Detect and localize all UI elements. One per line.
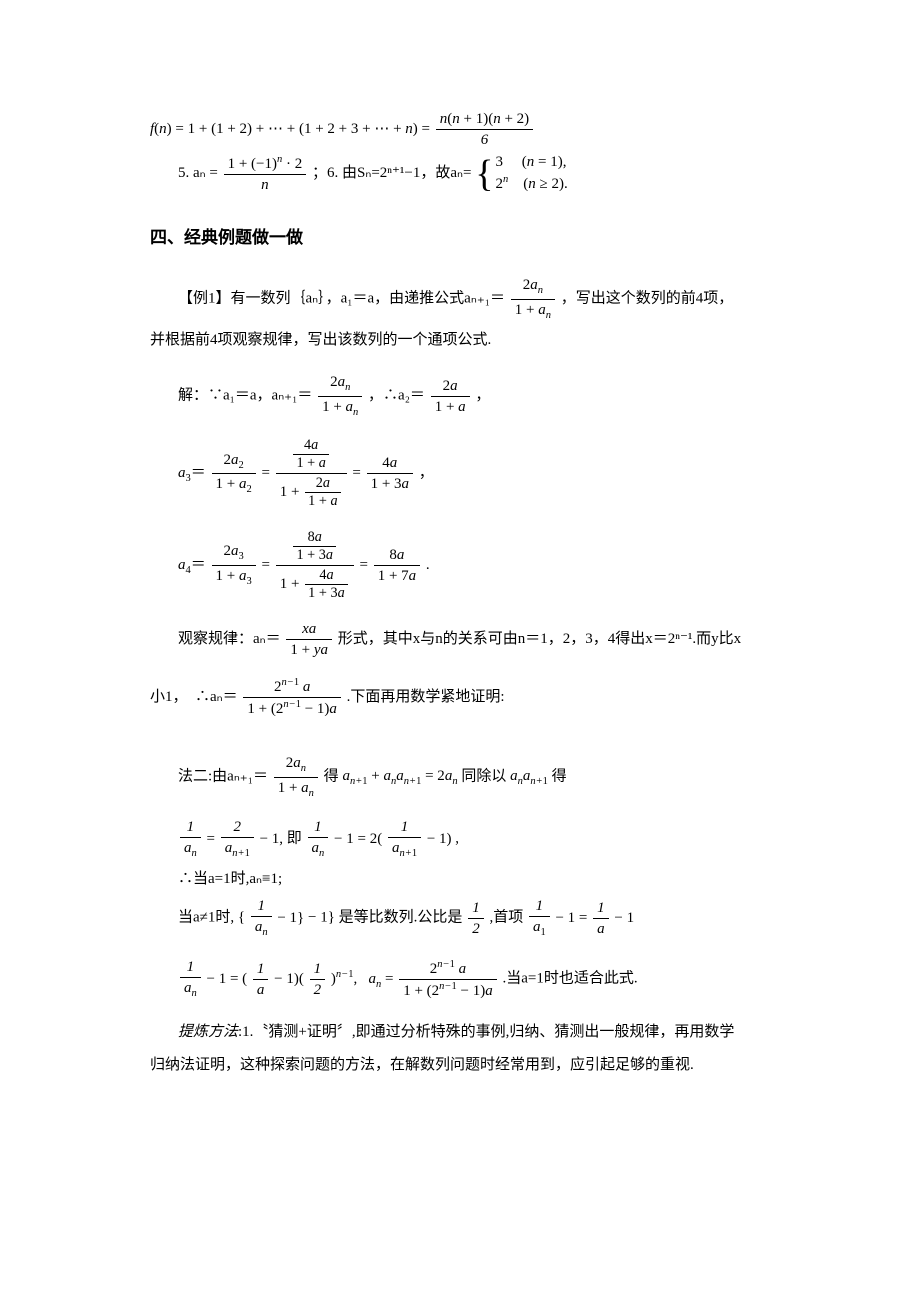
label-6: ；6. 由Sₙ=2ⁿ⁺¹−1，故aₙ= (312, 165, 471, 181)
ex1-intro-line1: 【例1】有一数列｛aₙ｝，a₁＝a，由递推公式aₙ₊₁＝ 2an 1 + an … (150, 276, 770, 322)
m2-p4-a: 当a≠1时, { (178, 910, 249, 926)
ex1-intro-line2: 并根据前4项观察规律，写出该数列的一个通项公式. (150, 326, 770, 355)
obs-a: 观察规律：aₙ＝ (178, 631, 281, 647)
m2-p4-c: ,首项 (489, 910, 527, 926)
eq-item5-6: 5. aₙ = 1 + (−1)n · 2 n ；6. 由Sₙ=2ⁿ⁺¹−1，故… (150, 153, 770, 194)
sol-p1-c: ， (475, 388, 490, 404)
sol-p3-end: . (426, 557, 430, 573)
page: f(n) = 1 + (1 + 2) + ⋯ + (1 + 2 + 3 + ⋯ … (0, 0, 920, 1302)
ex1-intro-b: ，写出这个数列的前4项， (561, 291, 734, 307)
obs-line2: 小1， ∴aₙ＝ 2n−1 a 1 + (2n−1 − 1)a .下面再用数学紧… (150, 677, 770, 718)
m2-line4: 当a≠1时, { 1an − 1} − 1} 是等比数列.公比是 12 ,首项 … (150, 897, 770, 940)
obs-b: 形式，其中x与n的关系可由n＝1，2，3，4得出x＝2ⁿ⁻¹.而y比x (338, 631, 741, 647)
label-5: 5. aₙ = (178, 165, 218, 181)
method-label: 提炼方法 (178, 1024, 238, 1040)
sol-line1: 解：∵a₁＝a，aₙ₊₁＝ 2an 1 + an ，∴a₂＝ 2a 1 + a … (150, 373, 770, 419)
sol-p1-b: ，∴a₂＝ (368, 388, 425, 404)
m2-line2: 1an = 2an+1 − 1, 即 1an − 1 = 2( 1an+1 − … (150, 818, 770, 861)
section4-heading: 四、经典例题做一做 (150, 222, 770, 254)
method-body-a: :1.〝猜测+证明〞,即通过分析特殊的事例,归纳、猜测出一般规律，再用数学 (238, 1024, 734, 1040)
sol-line-a4: a4＝ 2a3 1 + a3 = 8a 1 + 3a 1 + 4a 1 (150, 529, 770, 602)
m2-p4-b: − 1} 是等比数列.公比是 (308, 910, 466, 926)
m2-p5-d: .当a=1时也适合此式. (502, 971, 637, 987)
m2-line5: 1an − 1 = ( 1a − 1)( 12 )n−1, an = 2n−1 … (150, 958, 770, 1001)
sol-p1-a: 解：∵a₁＝a，aₙ₊₁＝ (178, 388, 312, 404)
m2-line3: ∴当a=1时,aₙ≡1; (150, 865, 770, 894)
sol-p2-end: ， (419, 465, 434, 481)
obs-c-b: .下面再用数学紧地证明: (347, 689, 505, 705)
obs-c-a: 小1， ∴aₙ＝ (150, 689, 238, 705)
piecewise: { 3 (n = 1), 2n (n ≥ 2). (475, 153, 567, 194)
m2-p1-a: 法二:由aₙ₊₁＝ (178, 768, 268, 784)
obs-line1: 观察规律：aₙ＝ xa 1 + ya 形式，其中x与n的关系可由n＝1，2，3，… (150, 620, 770, 659)
ex1-intro-a: 【例1】有一数列｛aₙ｝，a₁＝a，由递推公式aₙ₊₁＝ (178, 291, 505, 307)
sol-line-a3: a3＝ 2a2 1 + a2 = 4a 1 + a 1 + 2a 1 + (150, 437, 770, 510)
m2-line1: 法二:由aₙ₊₁＝ 2an 1 + an 得 an+1 + anan+1 = 2… (150, 754, 770, 800)
eq-fn: f(n) = 1 + (1 + 2) + ⋯ + (1 + 2 + 3 + ⋯ … (150, 110, 770, 149)
method-line2: 归纳法证明，这种探索问题的方法，在解数列问题时经常用到，应引起足够的重视. (150, 1051, 770, 1080)
method-line1: 提炼方法:1.〝猜测+证明〞,即通过分析特殊的事例,归纳、猜测出一般规律，再用数… (150, 1018, 770, 1047)
